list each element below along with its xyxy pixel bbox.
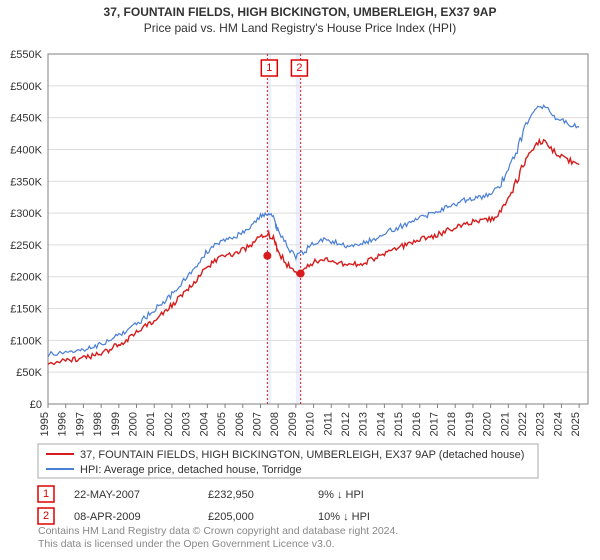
y-tick-label: £400K xyxy=(10,144,42,156)
x-tick-label: 2006 xyxy=(234,412,246,436)
chart-title-line1: 37, FOUNTAIN FIELDS, HIGH BICKINGTON, UM… xyxy=(104,5,497,19)
x-tick-label: 1995 xyxy=(39,412,51,436)
transaction-marker-number: 2 xyxy=(296,62,302,74)
y-tick-label: £250K xyxy=(10,240,42,252)
plot-border xyxy=(48,54,588,404)
x-tick-label: 2023 xyxy=(535,412,547,436)
price-chart-container: 37, FOUNTAIN FIELDS, HIGH BICKINGTON, UM… xyxy=(0,0,600,560)
y-tick-label: £350K xyxy=(10,176,42,188)
footer-line: This data is licensed under the Open Gov… xyxy=(38,538,335,550)
legend-label: 37, FOUNTAIN FIELDS, HIGH BICKINGTON, UM… xyxy=(80,449,524,461)
x-tick-label: 2022 xyxy=(517,412,529,436)
x-tick-label: 2020 xyxy=(482,412,494,436)
footer-line: Contains HM Land Registry data © Crown c… xyxy=(38,525,398,537)
y-tick-label: £150K xyxy=(10,304,42,316)
table-delta: 9% ↓ HPI xyxy=(318,489,364,501)
x-tick-label: 2010 xyxy=(305,412,317,436)
y-tick-label: £500K xyxy=(10,81,42,93)
x-tick-label: 1996 xyxy=(57,412,69,436)
x-tick-label: 2001 xyxy=(145,412,157,436)
table-price: £232,950 xyxy=(208,489,254,501)
series-line xyxy=(48,105,579,357)
chart-svg: 37, FOUNTAIN FIELDS, HIGH BICKINGTON, UM… xyxy=(0,0,600,560)
x-tick-label: 1999 xyxy=(110,412,122,436)
y-tick-label: £200K xyxy=(10,272,42,284)
x-tick-label: 2004 xyxy=(198,412,210,436)
transaction-marker-number: 1 xyxy=(266,62,272,74)
x-tick-label: 2007 xyxy=(251,412,263,436)
x-tick-label: 2002 xyxy=(163,412,175,436)
table-marker-number: 2 xyxy=(43,510,49,522)
highlight-band xyxy=(267,54,271,404)
transaction-dot xyxy=(297,270,305,278)
x-tick-label: 2025 xyxy=(570,412,582,436)
x-tick-label: 2003 xyxy=(181,412,193,436)
x-tick-label: 1998 xyxy=(92,412,104,436)
x-tick-label: 2005 xyxy=(216,412,228,436)
x-tick-label: 2009 xyxy=(287,412,299,436)
x-tick-label: 2018 xyxy=(446,412,458,436)
x-tick-label: 2011 xyxy=(322,412,334,436)
highlight-band xyxy=(296,54,301,404)
x-tick-label: 2014 xyxy=(375,412,387,436)
table-delta: 10% ↓ HPI xyxy=(318,511,370,523)
y-tick-label: £0 xyxy=(30,399,42,411)
table-marker-number: 1 xyxy=(43,488,49,500)
y-tick-label: £550K xyxy=(10,49,42,61)
y-tick-label: £50K xyxy=(16,367,42,379)
x-tick-label: 2013 xyxy=(358,412,370,436)
transaction-dot xyxy=(263,252,271,260)
x-tick-label: 2017 xyxy=(429,412,441,436)
x-tick-label: 2012 xyxy=(340,412,352,436)
chart-title-line2: Price paid vs. HM Land Registry's House … xyxy=(144,21,456,35)
x-tick-label: 2008 xyxy=(269,412,281,436)
legend-label: HPI: Average price, detached house, Torr… xyxy=(80,464,302,476)
y-tick-label: £300K xyxy=(10,208,42,220)
x-tick-label: 2019 xyxy=(464,412,476,436)
x-tick-label: 1997 xyxy=(74,412,86,436)
table-price: £205,000 xyxy=(208,511,254,523)
x-tick-label: 2016 xyxy=(411,412,423,436)
y-tick-label: £100K xyxy=(10,335,42,347)
x-tick-label: 2000 xyxy=(128,412,140,436)
table-date: 08-APR-2009 xyxy=(74,511,141,523)
x-tick-label: 2024 xyxy=(552,412,564,436)
table-date: 22-MAY-2007 xyxy=(74,489,140,501)
x-tick-label: 2015 xyxy=(393,412,405,436)
y-tick-label: £450K xyxy=(10,113,42,125)
x-tick-label: 2021 xyxy=(499,412,511,436)
